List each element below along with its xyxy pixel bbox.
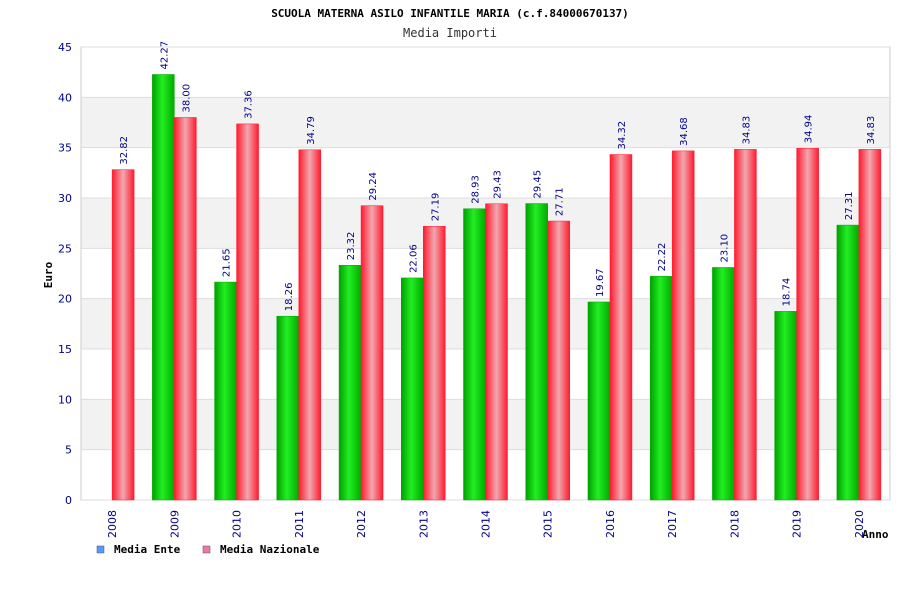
bar-media-ente-2009 [152, 74, 175, 501]
value-label: 27.19 [430, 193, 441, 222]
value-label: 38.00 [181, 84, 192, 113]
bar-media-ente-2010 [214, 281, 237, 501]
y-tick-label: 25 [58, 242, 72, 255]
x-tick-label: 2013 [417, 510, 430, 538]
y-tick-label: 0 [65, 494, 72, 507]
chart-title: SCUOLA MATERNA ASILO INFANTILE MARIA (c.… [271, 7, 629, 20]
bar-media-nazionale-2013 [423, 226, 446, 501]
y-tick-label: 35 [58, 142, 72, 155]
x-tick-label: 2019 [791, 510, 804, 538]
bar-media-ente-2020 [836, 224, 860, 501]
value-label: 34.94 [804, 115, 815, 144]
bar-media-nazionale-2017 [671, 150, 695, 501]
x-tick-label: 2015 [542, 510, 555, 538]
x-tick-label: 2016 [604, 510, 617, 538]
bar-media-nazionale-2008 [111, 169, 135, 501]
plot-band [81, 147, 890, 198]
value-label: 34.83 [866, 116, 877, 145]
x-tick-label: 2011 [293, 510, 306, 538]
legend-label-media-nazionale: Media Nazionale [220, 543, 320, 556]
y-tick-label: 40 [58, 91, 72, 104]
y-axis-ticks: 0 5 10 15 20 25 30 35 40 45 [58, 41, 72, 507]
y-tick-label: 30 [58, 192, 72, 205]
bar-media-nazionale-2020 [858, 149, 882, 501]
value-label: 34.83 [741, 116, 752, 145]
y-tick-label: 20 [58, 293, 72, 306]
legend-label-media-ente: Media Ente [114, 543, 181, 556]
y-tick-label: 10 [58, 393, 72, 406]
x-tick-label: 2018 [728, 510, 741, 538]
bar-media-nazionale-2018 [734, 149, 757, 501]
legend-swatch-media-ente [96, 545, 105, 554]
value-label: 19.67 [595, 268, 606, 297]
chart-subtitle: Media Importi [403, 26, 497, 40]
value-labels: 32.82 42.27 38.00 21.65 37.36 18.26 34.79 23.32… [119, 41, 877, 311]
y-tick-label: 5 [65, 444, 72, 457]
value-label: 29.45 [533, 170, 544, 199]
legend: Media Ente Media Nazionale [96, 543, 320, 556]
value-label: 42.27 [159, 41, 170, 70]
value-label: 23.32 [346, 232, 357, 261]
y-tick-label: 45 [58, 41, 72, 54]
bar-media-ente-2012 [338, 264, 362, 501]
bar-media-ente-2014 [463, 208, 486, 501]
bar-media-ente-2019 [774, 311, 797, 501]
bars-group [111, 74, 882, 501]
bar-media-nazionale-2011 [298, 149, 322, 501]
plot-band [81, 97, 890, 148]
x-tick-label: 2009 [168, 510, 181, 538]
x-axis-ticks: 2008 2009 2010 2011 2012 2013 2014 2015 2016 2017… [106, 510, 866, 538]
x-tick-label: 2012 [355, 510, 368, 538]
value-label: 34.79 [306, 116, 317, 145]
value-label: 18.74 [782, 278, 793, 307]
bar-media-ente-2011 [276, 315, 300, 501]
x-axis-label: Anno [862, 528, 889, 541]
y-tick-label: 15 [58, 343, 72, 356]
bar-media-ente-2018 [712, 267, 735, 501]
bar-media-ente-2016 [587, 301, 611, 501]
x-tick-label: 2017 [666, 510, 679, 538]
legend-swatch-media-nazionale [202, 545, 211, 554]
bar-media-nazionale-2009 [174, 117, 197, 501]
value-label: 29.24 [368, 172, 379, 201]
bar-media-nazionale-2016 [609, 154, 633, 501]
plot-band [81, 47, 890, 98]
value-label: 32.82 [119, 136, 130, 165]
bar-media-nazionale-2014 [485, 203, 508, 501]
value-label: 37.36 [244, 90, 255, 119]
value-label: 23.10 [719, 234, 730, 263]
value-label: 28.93 [471, 175, 482, 204]
value-label: 34.68 [679, 117, 690, 146]
bar-media-nazionale-2012 [360, 205, 384, 501]
value-label: 27.71 [555, 187, 566, 216]
bar-media-ente-2015 [525, 203, 548, 501]
x-tick-label: 2020 [853, 510, 866, 538]
x-tick-label: 2008 [106, 510, 119, 538]
x-tick-label: 2010 [231, 510, 244, 538]
bar-media-nazionale-2015 [547, 220, 570, 501]
value-label: 29.43 [493, 170, 504, 199]
x-tick-label: 2014 [480, 510, 493, 538]
bar-media-nazionale-2010 [236, 123, 259, 501]
value-label: 21.65 [222, 248, 233, 277]
value-label: 27.31 [844, 191, 855, 220]
value-label: 18.26 [284, 283, 295, 312]
value-label: 22.06 [408, 244, 419, 273]
bar-media-ente-2017 [649, 276, 673, 501]
bar-media-nazionale-2019 [796, 148, 819, 501]
value-label: 34.32 [617, 121, 628, 150]
value-label: 22.22 [657, 243, 668, 272]
bar-media-ente-2013 [401, 277, 424, 501]
y-axis-label: Euro [42, 261, 55, 288]
